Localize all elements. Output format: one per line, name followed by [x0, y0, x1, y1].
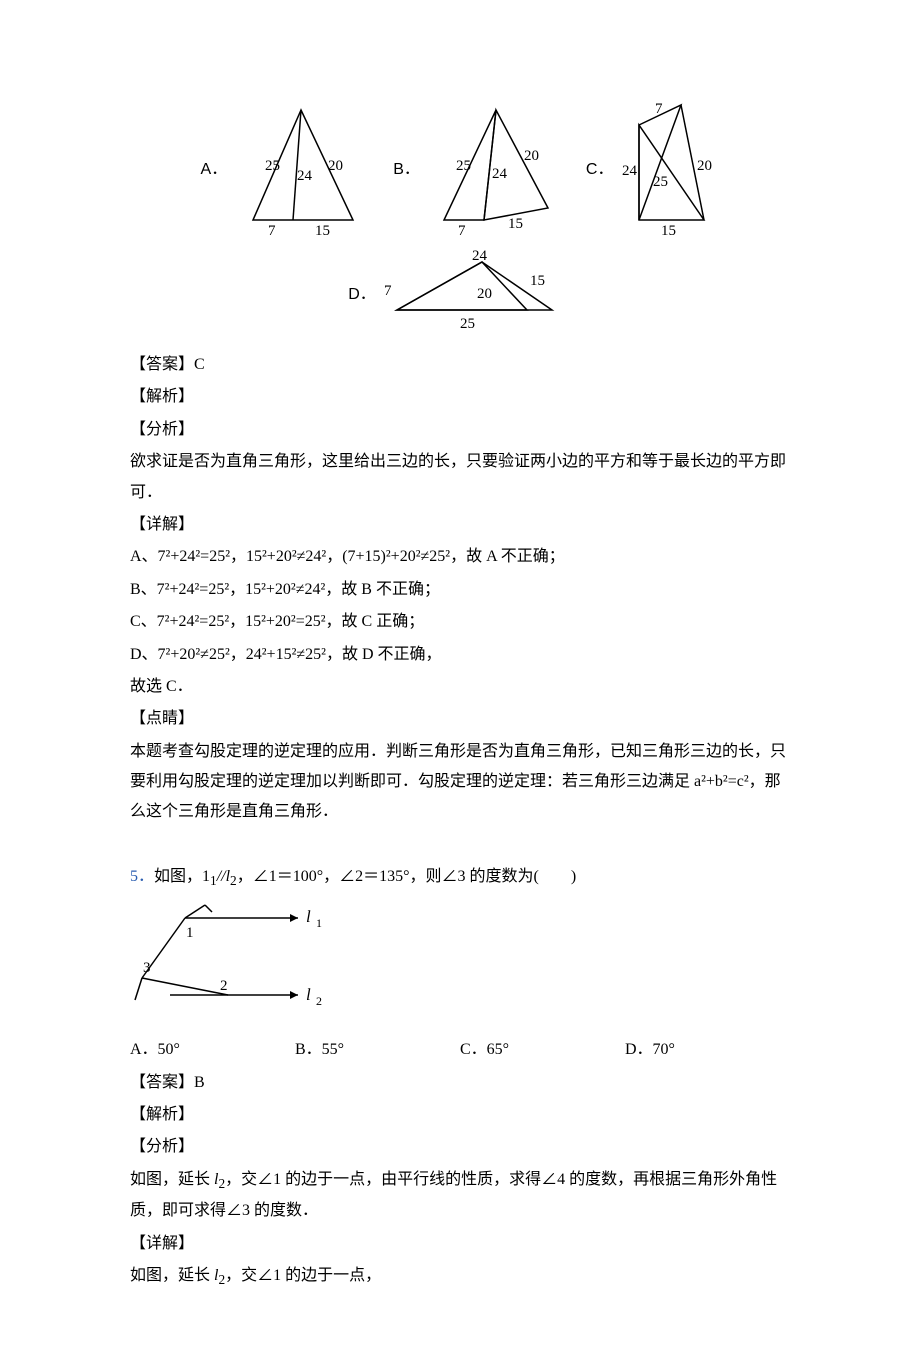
q4-option-d-label: D．	[348, 280, 376, 310]
q5-fenxi-text: 如图，延长 l2，交∠1 的边于一点，由平行线的性质，求得∠4 的度数，再根据三…	[130, 1165, 790, 1227]
q5-diagram: l 1 l 2 1 2 3	[130, 900, 790, 1031]
fig-b-24: 24	[492, 166, 508, 182]
q5-stem-p2: ，∠1＝100°，∠2＝135°，则∠3 的度数为( )	[237, 868, 576, 885]
q5-xj-p2: ，交∠1 的边于一点，	[225, 1267, 381, 1284]
fig-b-20: 20	[524, 148, 539, 164]
fig-d-20: 20	[477, 286, 492, 302]
q5-choice-c: C．65°	[460, 1035, 625, 1065]
q5-fenxi-p1: 如图，延长	[130, 1171, 214, 1188]
q4-fenxi-label: 【分析】	[130, 415, 790, 445]
q4-dianjing-label: 【点睛】	[130, 704, 790, 734]
q4-fenxi-text: 欲求证是否为直角三角形，这里给出三边的长，只要验证两小边的平方和等于最长边的平方…	[130, 447, 790, 508]
q5-answer: 【答案】B	[130, 1068, 790, 1098]
fig-a-20: 20	[328, 158, 343, 174]
document-page: A． 25 24 20 7 15 B． 25 24 20 7 15	[0, 0, 920, 1354]
svg-text:2: 2	[220, 978, 228, 994]
fig-a-24: 24	[297, 168, 313, 184]
q4-answer: 【答案】C	[130, 350, 790, 380]
q5-choices: A．50° B．55° C．65° D．70°	[130, 1035, 790, 1065]
q5-fenxi-p2: ，交∠1 的边于一点，由平行线的性质，求得∠4 的度数，再根据三角形外角性质，即…	[130, 1171, 777, 1220]
fig-c-25: 25	[653, 174, 668, 190]
svg-text:l: l	[306, 907, 311, 926]
q4-figures-row-1: A． 25 24 20 7 15 B． 25 24 20 7 15	[130, 100, 790, 240]
q4-line-a: A、7²+24²=25²，15²+20²≠24²，(7+15)²+20²≠25²…	[130, 542, 790, 572]
fig-d-24: 24	[472, 250, 488, 264]
q4-option-d: D． 24 7 20 15 25	[348, 250, 572, 340]
svg-text:1: 1	[186, 925, 194, 941]
fig-a-25: 25	[265, 158, 280, 174]
q4-figure-a: 25 24 20 7 15	[233, 100, 373, 240]
q4-dianjing-text: 本题考查勾股定理的逆定理的应用．判断三角形是否为直角三角形，已知三角形三边的长，…	[130, 737, 790, 828]
q4-line-d: D、7²+20²≠25²，24²+15²≠25²，故 D 不正确，	[130, 640, 790, 670]
q5-choice-b: B．55°	[295, 1035, 460, 1065]
q5-sub1: 1	[210, 873, 217, 888]
fig-c-20: 20	[697, 158, 712, 174]
fig-b-7: 7	[458, 223, 466, 239]
fig-c-15: 15	[661, 223, 676, 239]
q4-option-b-label: B．	[393, 155, 420, 185]
q5-choice-a: A．50°	[130, 1035, 295, 1065]
fig-a-15: 15	[315, 223, 330, 239]
q5-fenxi-label: 【分析】	[130, 1132, 790, 1162]
q4-option-a: A． 25 24 20 7 15	[201, 100, 374, 240]
q4-figure-b: 25 24 20 7 15	[426, 100, 566, 240]
q5-parallel: //	[217, 868, 226, 885]
q4-conclusion: 故选 C．	[130, 672, 790, 702]
fig-c-24: 24	[622, 163, 638, 179]
q4-xiangjie-label: 【详解】	[130, 510, 790, 540]
q5-xiangjie-text: 如图，延长 l2，交∠1 的边于一点，	[130, 1261, 790, 1293]
fig-b-25: 25	[456, 158, 471, 174]
q4-option-b: B． 25 24 20 7 15	[393, 100, 566, 240]
q5-jiexi: 【解析】	[130, 1100, 790, 1130]
q5-xj-p1: 如图，延长	[130, 1267, 214, 1284]
q5-diagram-svg: l 1 l 2 1 2 3	[130, 900, 340, 1020]
q4-option-c: C． 7 24 25 20 15	[586, 100, 720, 240]
svg-text:1: 1	[316, 916, 322, 930]
q5-xiangjie-label: 【详解】	[130, 1229, 790, 1259]
q4-line-b: B、7²+24²=25²，15²+20²≠24²，故 B 不正确；	[130, 575, 790, 605]
fig-c-7: 7	[655, 101, 663, 117]
q4-jiexi: 【解析】	[130, 382, 790, 412]
svg-text:2: 2	[316, 994, 322, 1008]
fig-d-25: 25	[460, 316, 475, 332]
q5-number: 5．	[130, 868, 154, 885]
fig-d-7: 7	[384, 283, 392, 299]
fig-a-7: 7	[268, 223, 276, 239]
q5-stem-p1: 如图，1	[154, 868, 210, 885]
q5-choice-d: D．70°	[625, 1035, 790, 1065]
q5-sub2: 2	[230, 873, 237, 888]
svg-text:3: 3	[143, 960, 151, 976]
q4-option-c-label: C．	[586, 155, 614, 185]
q4-figure-c: 7 24 25 20 15	[619, 100, 719, 240]
fig-d-15: 15	[530, 273, 545, 289]
fig-b-15: 15	[508, 216, 523, 232]
q4-option-a-label: A．	[201, 155, 228, 185]
svg-text:l: l	[306, 985, 311, 1004]
q4-figures-row-2: D． 24 7 20 15 25	[130, 250, 790, 340]
q5-stem: 5．如图，11//l2，∠1＝100°，∠2＝135°，则∠3 的度数为( )	[130, 862, 790, 894]
q4-figure-d: 24 7 20 15 25	[382, 250, 572, 340]
q4-line-c: C、7²+24²=25²，15²+20²=25²，故 C 正确；	[130, 607, 790, 637]
